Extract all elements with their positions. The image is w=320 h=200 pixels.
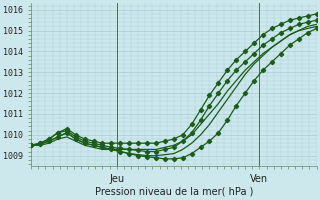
X-axis label: Pression niveau de la mer( hPa ): Pression niveau de la mer( hPa ): [95, 187, 253, 197]
